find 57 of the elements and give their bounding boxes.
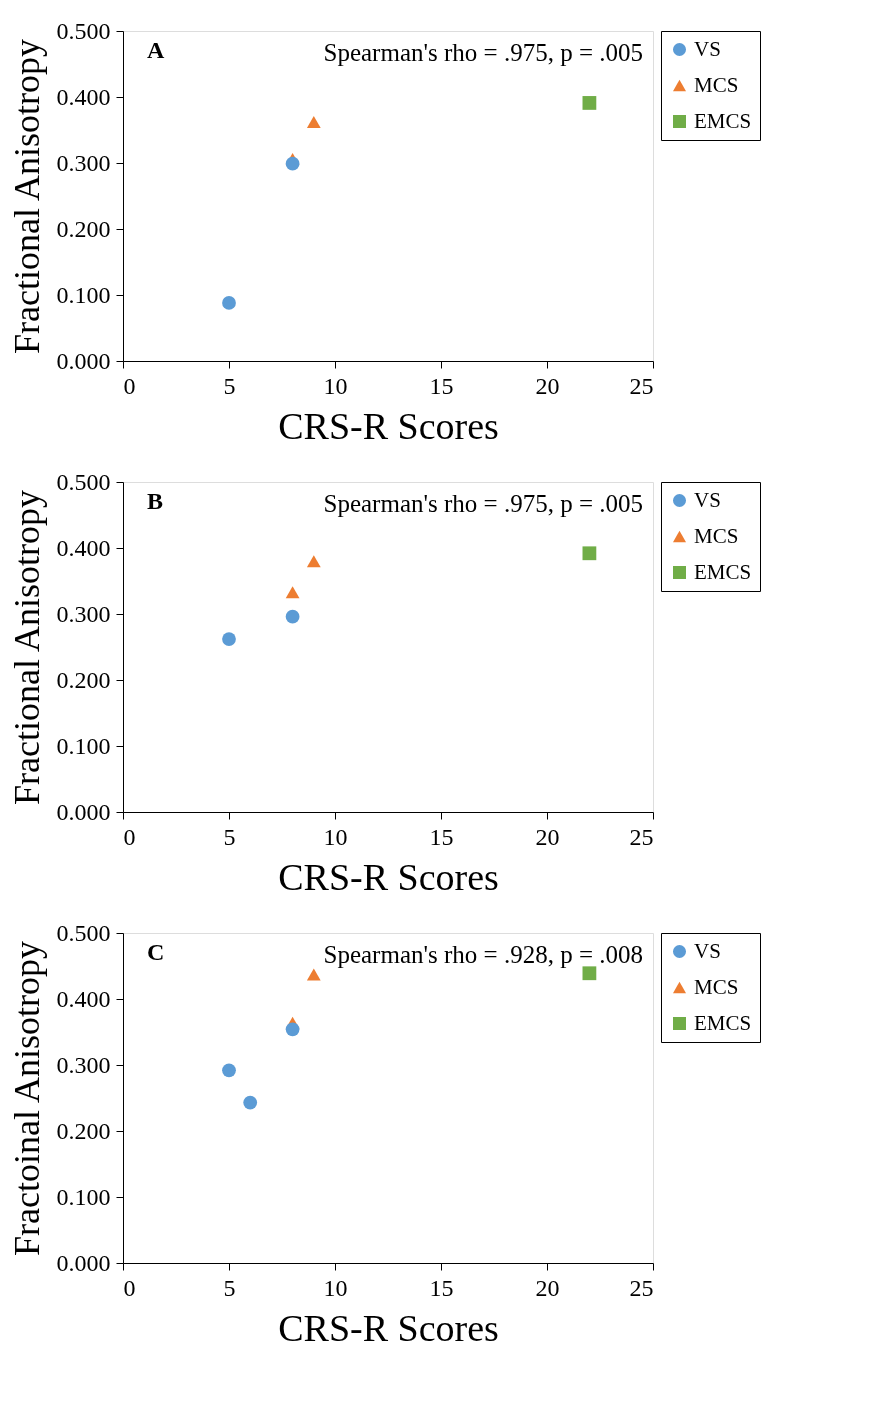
y-tick-label: 0.300 <box>56 1051 111 1078</box>
x-axis-title: CRS-R Scores <box>278 1306 499 1349</box>
y-tick-label: 0.200 <box>56 666 111 693</box>
y-tick-label: 0.100 <box>56 732 111 759</box>
legend-label: EMCS <box>694 559 752 584</box>
y-tick-label: 0.400 <box>56 985 111 1012</box>
y-tick-label: 0.300 <box>56 600 111 627</box>
x-tick-label: 15 <box>429 372 454 399</box>
y-tick-label: 0.300 <box>56 149 111 176</box>
x-tick-label: 25 <box>629 372 654 399</box>
legend-label: EMCS <box>694 1010 752 1035</box>
legend-label: MCS <box>694 974 739 999</box>
legend-label: VS <box>694 487 721 512</box>
x-tick-label: 0 <box>123 372 136 399</box>
y-tick-label: 0.100 <box>56 1183 111 1210</box>
x-tick-label: 10 <box>323 823 348 850</box>
y-tick-label: 0.000 <box>56 347 111 374</box>
x-tick-label: 20 <box>535 372 560 399</box>
y-tick-label: 0.000 <box>56 798 111 825</box>
legend-label: MCS <box>694 72 739 97</box>
x-tick-label: 10 <box>323 372 348 399</box>
x-tick-label: 25 <box>629 823 654 850</box>
x-tick-label: 10 <box>323 1274 348 1301</box>
x-tick-label: 20 <box>535 1274 560 1301</box>
annotation: C <box>147 939 165 965</box>
annotation: B <box>147 488 164 514</box>
annotation: Spearman's rho = .928, p = .008 <box>323 941 643 968</box>
annotation: A <box>147 37 165 63</box>
x-tick-label: 15 <box>429 1274 454 1301</box>
legend-label: EMCS <box>694 108 752 133</box>
x-tick-label: 5 <box>223 372 236 399</box>
x-axis-title: CRS-R Scores <box>278 855 499 898</box>
legend-label: VS <box>694 938 721 963</box>
x-tick-label: 5 <box>223 1274 236 1301</box>
annotation: Spearman's rho = .975, p = .005 <box>323 490 643 517</box>
y-tick-label: 0.500 <box>56 17 111 44</box>
annotation: Spearman's rho = .975, p = .005 <box>323 39 643 66</box>
y-tick-label: 0.200 <box>56 215 111 242</box>
legend-label: VS <box>694 36 721 61</box>
x-tick-label: 5 <box>223 823 236 850</box>
y-tick-label: 0.200 <box>56 1117 111 1144</box>
x-tick-label: 15 <box>429 823 454 850</box>
y-tick-label: 0.500 <box>56 468 111 495</box>
x-tick-label: 0 <box>123 1274 136 1301</box>
x-tick-label: 0 <box>123 823 136 850</box>
legend-label: MCS <box>694 523 739 548</box>
y-axis-title: Fractional Anisotropy <box>6 490 47 805</box>
y-tick-label: 0.000 <box>56 1249 111 1276</box>
x-axis-title: CRS-R Scores <box>278 404 499 447</box>
y-axis-title: Fractional Anisotropy <box>6 39 47 354</box>
y-tick-label: 0.400 <box>56 83 111 110</box>
y-tick-label: 0.400 <box>56 534 111 561</box>
x-tick-label: 25 <box>629 1274 654 1301</box>
y-axis-title: Fractoinal Anisotropy <box>6 941 47 1256</box>
x-tick-label: 20 <box>535 823 560 850</box>
y-tick-label: 0.100 <box>56 281 111 308</box>
y-tick-label: 0.500 <box>56 919 111 946</box>
